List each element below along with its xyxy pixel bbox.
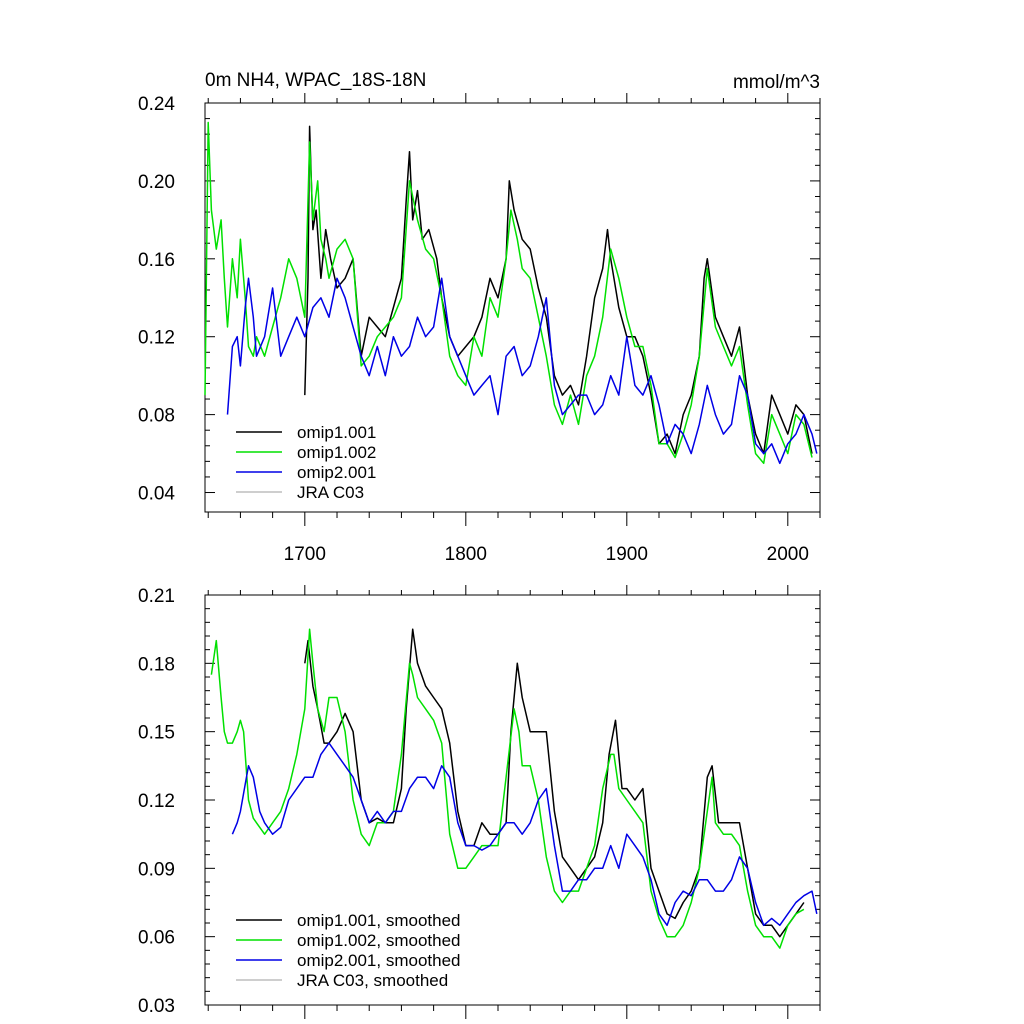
y-tick-label: 0.15	[138, 723, 175, 744]
y-tick-label: 0.16	[138, 250, 175, 271]
series-line	[304, 628, 805, 938]
legend-label: omip1.001, smoothed	[297, 911, 461, 930]
series-lines	[210, 628, 818, 949]
y-tick-label: 0.18	[138, 654, 175, 675]
y-tick-label: 0.20	[138, 172, 175, 193]
series-lines	[204, 121, 818, 465]
y-tick-label: 0.06	[138, 928, 175, 949]
bottom-panel: 0.03 0.06 0.09 0.12 0.15 0.18 0.21 omip1.001, …	[138, 585, 821, 1019]
legend-label: JRA C03	[297, 483, 364, 502]
legend-label: omip2.001	[297, 463, 376, 482]
legend-label: omip1.001	[297, 423, 376, 442]
x-tick-label: 1800	[445, 544, 487, 565]
x-tick-label: 1900	[606, 544, 648, 565]
plot-frame	[204, 102, 821, 513]
y-tick-label: 0.08	[138, 406, 175, 427]
y-tick-label: 0.09	[138, 859, 175, 880]
y-tick-label: 0.12	[138, 328, 175, 349]
x-tick-label: 1700	[284, 544, 326, 565]
legend-label: JRA C03, smoothed	[297, 971, 448, 990]
y-tick-label: 0.12	[138, 791, 175, 812]
x-tick-label: 2000	[767, 544, 809, 565]
axis-ticks: 0.04 0.08 0.12 0.16 0.20 0.24 1700 1800 1900 2000	[138, 93, 821, 565]
units-label: mmol/m^3	[733, 72, 820, 93]
series-line	[210, 628, 805, 949]
legend-label: omip1.002	[297, 443, 376, 462]
legend-label: omip2.001, smoothed	[297, 951, 461, 970]
y-tick-label: 0.03	[138, 996, 175, 1017]
y-tick-label: 0.24	[138, 94, 175, 115]
series-line	[226, 277, 818, 465]
series-line	[204, 121, 813, 465]
series-line	[231, 742, 818, 927]
panel-title: 0m NH4, WPAC_18S-18N	[205, 70, 426, 91]
legend-label: omip1.002, smoothed	[297, 931, 461, 950]
axis-ticks: 0.03 0.06 0.09 0.12 0.15 0.18 0.21	[138, 585, 821, 1019]
y-tick-label: 0.04	[138, 484, 175, 505]
series-line	[304, 125, 813, 455]
y-tick-label: 0.21	[138, 586, 175, 607]
top-panel: 0m NH4, WPAC_18S-18N mmol/m^3 0.040.080.…	[138, 70, 821, 565]
